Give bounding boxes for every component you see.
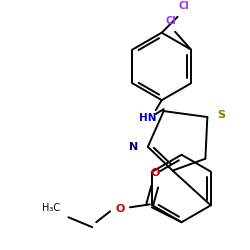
Text: HN: HN (139, 113, 156, 123)
Text: O: O (115, 204, 125, 214)
Text: H₃C: H₃C (42, 203, 60, 213)
Text: S: S (217, 110, 225, 120)
Text: N: N (129, 142, 138, 152)
Text: O: O (150, 168, 160, 177)
Text: Cl: Cl (178, 1, 189, 11)
Text: Cl: Cl (166, 16, 176, 26)
